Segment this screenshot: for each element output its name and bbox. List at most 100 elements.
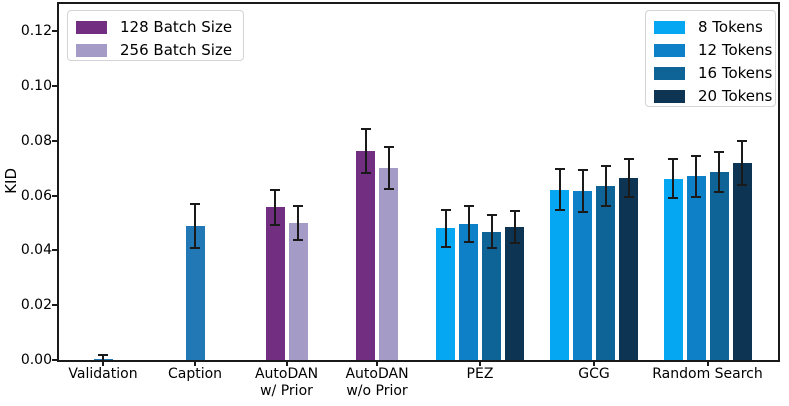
y-tick-label: 0.04 [20,242,52,259]
bar-gcg-2 [573,191,592,360]
x-tick-label-pez: PEZ [467,366,494,383]
x-tick-mark [376,362,378,366]
x-tick-label-line: PEZ [466,366,494,382]
legend-tokens-label: 8 Tokens [698,18,763,36]
legend-tokens-label: 16 Tokens [698,64,773,82]
legend-tokens-label: 12 Tokens [698,41,773,59]
y-tick-label: 0.12 [20,23,52,40]
legend-batch-item: 128 Batch Size [76,16,235,39]
bar-random-search-1 [663,178,683,360]
error-bar-cap-bottom [463,240,474,243]
error-bar-line [558,168,561,211]
x-tick-mark [479,362,481,366]
error-bar-cap-top [737,140,747,143]
error-bar-line [364,129,367,174]
error-bar-cap-bottom [737,183,747,186]
error-bar-cap-top [98,353,108,356]
error-bar-cap-top [486,214,497,217]
bar-random-search-2 [686,176,706,360]
error-bar-line [581,169,584,213]
error-bar-line [297,205,299,241]
error-bar-cap-bottom [440,245,451,248]
error-bar-line [490,215,493,248]
legend-tokens-swatch [654,44,685,57]
error-bar-cap-top [691,154,701,157]
x-tick-mark [102,362,104,366]
error-bar-cap-top [190,202,200,205]
x-tick-label-line: GCG [578,366,610,382]
x-tick-label-autodan-w-prior: AutoDAN w/ Prior [255,366,318,400]
x-tick-mark [285,362,288,366]
error-bar-cap-bottom [668,197,678,200]
bar-gcg-4 [619,177,638,360]
error-bar-cap-top [383,145,394,148]
error-bar-cap-bottom [270,223,280,226]
x-tick-label-line: Caption [167,366,223,382]
legend-batch-swatch [76,44,107,57]
error-bar-cap-bottom [486,246,497,249]
error-bar-cap-top [600,164,611,167]
error-bar-line [387,146,390,189]
bar-pez-2 [459,223,478,360]
y-tick-label: 0.10 [20,78,52,95]
y-tick-label: 0.08 [20,132,52,149]
error-bar-cap-top [270,188,280,191]
bar-autodan-w-o-prior-1 [356,151,375,360]
error-bar-line [718,151,720,192]
legend-tokens-item: 20 Tokens [654,85,772,108]
bar-random-search-4 [732,163,752,360]
error-bar-cap-bottom [691,195,701,198]
error-bar-cap-bottom [600,204,611,207]
error-bar-cap-top [623,158,634,161]
legend-batch-item: 256 Batch Size [76,39,235,62]
error-bar-line [513,210,516,244]
error-bar-cap-top [577,168,588,171]
error-bar-cap-bottom [509,242,520,245]
legend-tokens-swatch [654,90,685,103]
x-tick-label-caption: Caption [168,366,222,383]
x-tick-label-line: w/o Prior [346,383,408,399]
error-bar-cap-top [668,158,678,161]
error-bar-cap-bottom [577,211,588,214]
x-tick-label-random-search: Random Search [652,366,763,383]
legend-tokens-swatch [654,21,685,34]
legend-tokens-swatch [654,67,685,80]
y-tick-label: 0.00 [20,352,52,368]
x-tick-label-gcg: GCG [578,366,609,383]
bar-pez-1 [436,228,455,360]
error-bar-line [194,203,196,248]
error-bar-cap-top [293,204,303,207]
x-tick-label-line: AutoDAN [254,366,319,382]
bar-pez-3 [482,231,501,360]
error-bar-cap-top [554,167,565,170]
error-bar-line [444,209,447,247]
error-bar-cap-top [463,204,474,207]
error-bar-cap-bottom [190,246,200,249]
x-tick-label-line: AutoDAN [345,366,409,382]
legend-tokens: 8 Tokens 12 Tokens 16 Tokens 20 Tokens [645,10,776,107]
error-bar-cap-bottom [623,195,634,198]
y-tick-label: 0.02 [20,297,52,314]
legend-tokens-item: 12 Tokens [654,39,772,62]
error-bar-cap-bottom [293,239,303,242]
error-bar-cap-top [360,128,371,131]
x-tick-label-line: Random Search [652,366,763,382]
legend-batch-label: 256 Batch Size [120,41,233,59]
bar-pez-4 [505,226,524,360]
error-bar-line [741,141,743,185]
x-tick-mark [706,362,709,366]
legend-tokens-label: 20 Tokens [698,87,773,105]
x-tick-label-line: Validation [68,366,138,382]
x-tick-label-line: w/ Prior [260,383,313,399]
bars-layer [59,4,778,360]
error-bar-cap-bottom [554,209,565,212]
error-bar-line [695,155,697,197]
bar-gcg-1 [550,189,569,360]
bar-gcg-3 [596,185,615,360]
bar-autodan-w-prior-1 [265,207,285,360]
error-bar-cap-top [509,209,520,212]
legend-tokens-item: 8 Tokens [654,16,767,39]
error-bar-line [627,159,630,197]
bar-autodan-w-o-prior-2 [379,167,398,360]
